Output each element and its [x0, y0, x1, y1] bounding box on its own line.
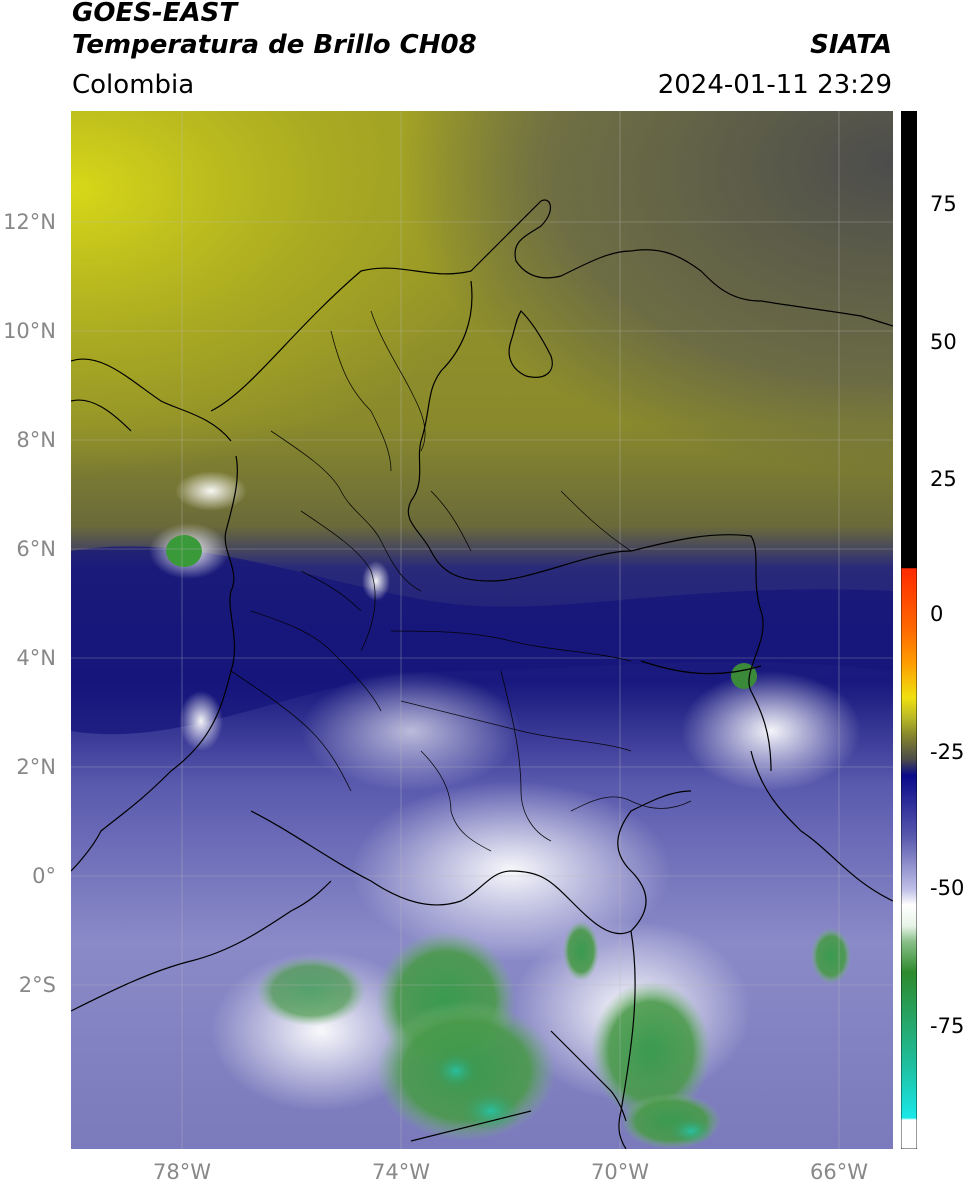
colorbar-tick: -75 — [930, 1014, 965, 1038]
product-title: Temperatura de Brillo CH08 — [72, 30, 477, 60]
lat-label: 2°S — [18, 973, 56, 997]
lon-label: 74°W — [372, 1160, 430, 1184]
colorbar-tick: 0 — [930, 602, 944, 626]
lon-label: 78°W — [153, 1160, 211, 1184]
colorbar — [901, 111, 917, 1149]
satellite-title: GOES-EAST — [72, 0, 238, 28]
lon-label: 66°W — [810, 1160, 868, 1184]
lat-label: 6°N — [16, 537, 56, 561]
satellite-map — [71, 111, 893, 1149]
colorbar-tick: 50 — [930, 330, 957, 354]
datetime-label: 2024-01-11 23:29 — [657, 70, 892, 100]
lat-label: 12°N — [3, 210, 56, 234]
colorbar-tick: 25 — [930, 467, 957, 491]
brand-label: SIATA — [810, 30, 892, 60]
lat-label: 4°N — [16, 646, 56, 670]
lat-label: 0° — [32, 864, 56, 888]
lat-label: 8°N — [16, 428, 56, 452]
colorbar-tick: 75 — [930, 192, 957, 216]
lon-label: 70°W — [591, 1160, 649, 1184]
lat-label: 10°N — [3, 319, 56, 343]
colorbar-tick: -25 — [930, 740, 965, 764]
colorbar-tick: -50 — [930, 876, 965, 900]
lat-label: 2°N — [16, 755, 56, 779]
region-label: Colombia — [72, 70, 195, 100]
